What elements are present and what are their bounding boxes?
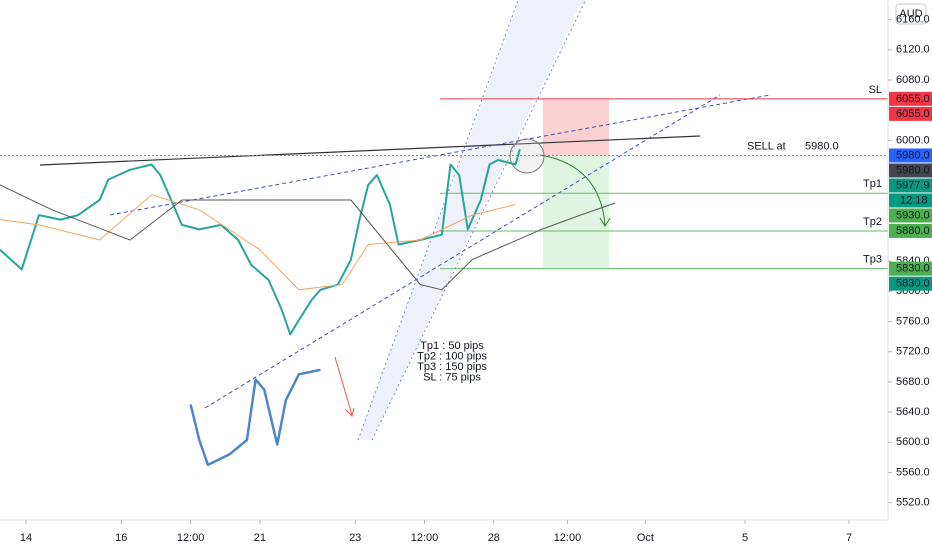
arrow-head [599,217,611,227]
price-line [0,194,516,291]
price-label-box [889,276,932,291]
note: Tp3 : 150 pips [417,361,487,373]
price-label: 5830.0 [896,278,930,290]
x-tick-label: 21 [254,532,266,544]
price-label: 5980.0 [896,149,930,161]
x-tick-label: 14 [20,532,32,544]
y-tick-label: 5560.0 [896,466,930,478]
x-tick-label: 7 [846,532,852,544]
x-tick-label: 23 [349,532,361,544]
price-label: 5930.0 [896,209,930,221]
wedge-line [204,94,721,409]
level-label: Tp2 [863,216,882,228]
y-tick-label: 6080.0 [896,74,930,86]
price-label-box [889,208,932,223]
y-tick-label: 5600.0 [896,436,930,448]
x-tick-label: 28 [488,532,500,544]
y-tick-label: 5640.0 [896,406,930,418]
price-label: 5980.0 [896,164,930,176]
price-label-box [889,91,932,106]
price-label-box [889,223,932,238]
arrow-head [345,407,355,417]
price-line [189,368,321,467]
level-label: Tp3 [863,254,882,266]
x-tick-label: 16 [115,532,127,544]
risk-zone [543,99,609,155]
price-label: 5830.0 [896,263,930,275]
price-label-box [889,261,932,276]
channel-edge [357,0,519,441]
price-label-box [889,163,932,178]
note: Tp2 : 100 pips [417,350,487,362]
note: Tp1 : 50 pips [420,340,484,352]
y-tick-label: 6120.0 [896,44,930,56]
y-tick-label: 6000.0 [896,134,930,146]
price-line [0,184,616,291]
entry-label: 5980.0 [805,140,839,152]
countdown: 12:18 [900,194,928,206]
y-tick-label: 5720.0 [896,346,930,358]
level-label: SL [869,84,882,96]
price-label-box [889,106,932,121]
arrow [539,154,606,226]
x-tick-label: 12:00 [411,532,439,544]
arrow [334,356,353,416]
currency-button[interactable] [895,3,927,25]
countdown-box [889,193,932,208]
price-label: 6055.0 [896,108,930,120]
y-tick-label: 5760.0 [896,315,930,327]
y-tick-label: 5520.0 [896,497,930,509]
plot [0,0,888,467]
level-label: Tp1 [863,178,882,190]
note: SL : 75 pips [423,371,481,383]
y-tick-label: 5680.0 [896,376,930,388]
price-label: 5880.0 [896,225,930,237]
currency-label: AUD [899,8,922,20]
x-tick-label: 12:00 [554,532,582,544]
entry-text: SELL at [747,140,786,152]
reward-zone [543,155,609,268]
y-tick-label: 6160.0 [896,14,930,26]
price-label: 6055.0 [896,93,930,105]
price-label-box [889,178,932,193]
price-label: 5977.9 [896,179,930,191]
x-tick-label: Oct [637,532,654,544]
trendline [39,135,701,166]
x-tick-label: 12:00 [177,532,205,544]
x-tick-label: 5 [742,532,748,544]
price-line [0,149,521,336]
highlight-circle [509,138,545,174]
price-label-box [889,148,932,163]
